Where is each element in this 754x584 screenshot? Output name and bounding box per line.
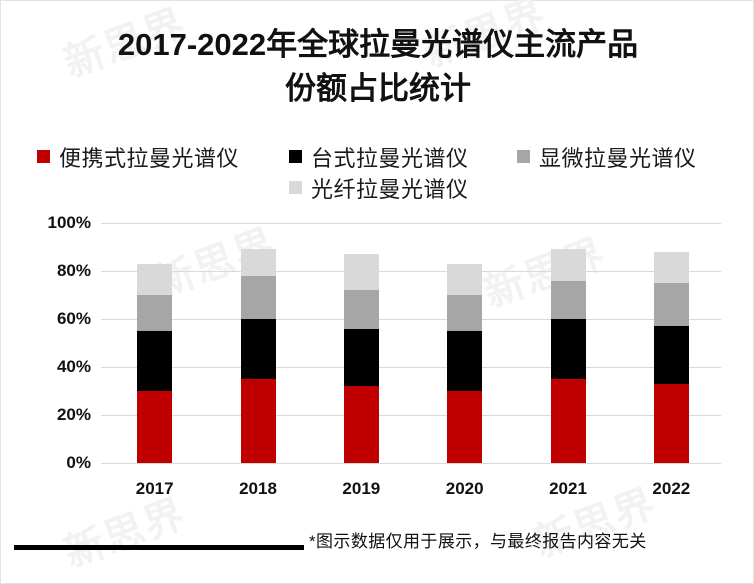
legend-item-fiber[interactable]: 光纤拉曼光谱仪 <box>263 172 493 203</box>
bar-segment[interactable] <box>137 263 173 295</box>
gridline <box>101 271 721 272</box>
bar-segment[interactable] <box>447 263 483 295</box>
legend-item-portable[interactable]: 便携式拉曼光谱仪 <box>13 141 263 172</box>
bar-segment[interactable] <box>240 319 276 379</box>
bar-segment[interactable] <box>653 251 689 283</box>
y-axis-tick-label: 40% <box>56 357 91 376</box>
gridline <box>101 319 721 320</box>
y-axis-tick-label: 80% <box>56 261 91 280</box>
bar-segment[interactable] <box>653 383 689 463</box>
chart-title: 2017-2022年全球拉曼光谱仪主流产品 份额占比统计 <box>1 23 754 111</box>
x-axis-tick-label: 2021 <box>549 479 587 498</box>
bar-segment[interactable] <box>653 283 689 327</box>
bar-segment[interactable] <box>137 391 173 463</box>
bar-segment[interactable] <box>343 386 379 463</box>
y-axis-tick-label: 60% <box>56 309 91 328</box>
y-axis-labels: 0% 20% 40% 60% 80% 100% <box>13 213 91 472</box>
bar-segment[interactable] <box>137 295 173 331</box>
bar-segment[interactable] <box>343 290 379 329</box>
chart-title-line-2: 份额占比统计 <box>285 71 471 107</box>
bar-segment[interactable] <box>240 275 276 319</box>
legend-swatch-icon <box>517 150 530 163</box>
x-axis-tick-label: 2018 <box>239 479 277 498</box>
legend-item-microscopic[interactable]: 显微拉曼光谱仪 <box>493 141 743 172</box>
bar-segment[interactable] <box>447 391 483 463</box>
bar-segment[interactable] <box>550 249 586 281</box>
y-axis-tick-label: 100% <box>47 213 91 232</box>
footer-rule <box>14 545 304 550</box>
bar-segment[interactable] <box>550 319 586 379</box>
bar-segment[interactable] <box>447 331 483 391</box>
bar-segment[interactable] <box>550 379 586 463</box>
legend-label: 台式拉曼光谱仪 <box>311 145 469 171</box>
bar-segment[interactable] <box>343 328 379 387</box>
footer-note: *图示数据仅用于展示，与最终报告内容无关 <box>309 532 647 551</box>
legend-swatch-icon <box>289 150 302 163</box>
chart-legend: 便携式拉曼光谱仪 台式拉曼光谱仪 显微拉曼光谱仪 光纤拉曼光谱仪 <box>1 141 754 203</box>
bar-segment[interactable] <box>240 249 276 276</box>
x-axis-tick-label: 2020 <box>445 479 484 498</box>
gridline <box>101 223 721 224</box>
bar-segment[interactable] <box>653 326 689 384</box>
x-axis-tick-label: 2019 <box>342 479 381 498</box>
bar-segment[interactable] <box>137 331 173 391</box>
legend-label: 光纤拉曼光谱仪 <box>311 176 469 202</box>
y-axis-tick-label: 20% <box>56 405 91 424</box>
y-axis-tick-label: 0% <box>66 453 91 472</box>
bar-segment[interactable] <box>550 280 586 319</box>
gridline <box>101 415 721 416</box>
legend-swatch-icon <box>289 181 302 194</box>
x-axis-tick-label: 2022 <box>652 479 691 498</box>
legend-swatch-icon <box>37 150 50 163</box>
plot-area <box>101 223 721 464</box>
chart-title-line-1: 2017-2022年全球拉曼光谱仪主流产品 <box>117 27 639 62</box>
x-axis-tick-label: 2017 <box>135 479 174 498</box>
bar-segment[interactable] <box>343 254 379 291</box>
legend-item-benchtop[interactable]: 台式拉曼光谱仪 <box>263 141 493 172</box>
gridline <box>101 367 721 368</box>
bar-segment[interactable] <box>240 379 276 463</box>
legend-label: 显微拉曼光谱仪 <box>539 145 697 171</box>
x-axis-line <box>101 463 721 464</box>
bar-segment[interactable] <box>447 295 483 331</box>
legend-label: 便携式拉曼光谱仪 <box>59 145 240 171</box>
